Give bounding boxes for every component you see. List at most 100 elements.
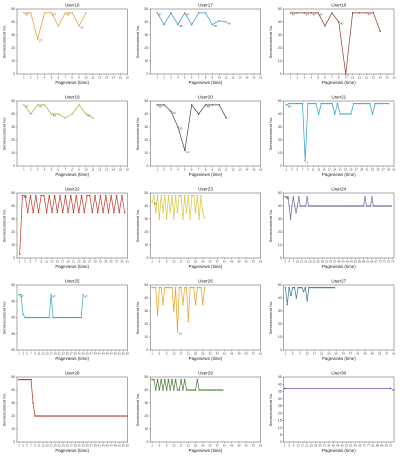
- data-point: [371, 113, 374, 115]
- data-point: [295, 211, 297, 214]
- x-tick-label: 16: [126, 168, 130, 172]
- x-tick-label: 13: [42, 352, 46, 356]
- data-point: [202, 389, 204, 391]
- data-point: [92, 415, 94, 417]
- y-tick-label: 10: [145, 427, 149, 431]
- x-tick-label: 45: [106, 444, 110, 448]
- data-point: [291, 205, 293, 207]
- data-point: [116, 415, 119, 417]
- y-axis-label: Servicecontent No.: [268, 393, 273, 427]
- data-label: 47: [312, 12, 316, 16]
- x-tick-label: 3: [37, 168, 39, 172]
- data-point: [322, 205, 325, 207]
- x-tick-label: 33: [371, 168, 375, 172]
- data-point: [83, 211, 86, 214]
- data-point: [74, 415, 76, 417]
- x-tick-label: 15: [119, 76, 123, 80]
- data-point: [333, 286, 336, 289]
- series-line: [19, 379, 128, 417]
- x-tick-label: 1: [151, 444, 153, 448]
- x-tick-label: 9: [166, 444, 168, 448]
- x-tick-label: 15: [252, 76, 256, 80]
- data-point: [331, 286, 334, 289]
- x-tick-label: 49: [237, 352, 241, 356]
- y-tick-label: 30: [11, 33, 15, 37]
- data-point: [198, 286, 200, 289]
- x-tick-label: 16: [392, 76, 396, 80]
- data-point: [302, 205, 304, 207]
- data-point: [194, 211, 197, 214]
- data-point: [187, 194, 190, 197]
- x-tick-label: 33: [342, 352, 346, 356]
- data-point: [96, 415, 98, 417]
- x-axis-label: Pageviews (time): [322, 80, 356, 85]
- x-tick-label: 7: [293, 260, 295, 264]
- data-point: [32, 316, 34, 319]
- data-point: [123, 211, 126, 214]
- y-tick-label: 30: [278, 33, 282, 37]
- data-point: [165, 389, 168, 391]
- x-tick-label: 27: [70, 352, 74, 356]
- x-tick-label: 58: [362, 260, 366, 264]
- x-tick-label: 35: [86, 444, 90, 448]
- x-tick-label: 41: [223, 352, 227, 356]
- data-point: [178, 194, 181, 197]
- x-tick-label: 10: [351, 76, 355, 80]
- data-point: [155, 286, 157, 289]
- data-point: [351, 205, 354, 207]
- x-tick-label: 7: [331, 76, 333, 80]
- y-tick-label: 50: [145, 191, 149, 195]
- x-axis-label: Pageviews (time): [322, 172, 356, 177]
- data-point: [385, 102, 387, 105]
- x-tick-label: 9: [293, 444, 295, 448]
- series-line: [151, 195, 205, 220]
- x-tick-label: 33: [104, 260, 108, 264]
- data-point: [38, 316, 40, 319]
- data-point: [310, 286, 312, 289]
- x-tick-label: 49: [237, 444, 241, 448]
- data-point: [26, 316, 28, 319]
- y-tick-label: 50: [278, 7, 282, 11]
- x-tick-label: 35: [86, 352, 90, 356]
- x-tick-label: 7: [64, 76, 66, 80]
- data-point: [20, 294, 22, 296]
- data-point: [170, 12, 172, 14]
- x-tick-label: 77: [367, 444, 371, 448]
- data-point: [187, 320, 190, 323]
- data-point: [189, 389, 191, 391]
- data-point: [34, 316, 36, 319]
- y-tick-label: 40: [145, 112, 149, 116]
- data-point: [214, 389, 217, 391]
- data-point: [120, 415, 123, 417]
- x-tick-label: 37: [323, 444, 327, 448]
- data-point: [360, 205, 362, 207]
- x-tick-label: 25: [83, 260, 87, 264]
- data-label: 30: [179, 127, 183, 131]
- x-axis-label: Pageviews (time): [189, 264, 223, 269]
- x-tick-label: 37: [115, 260, 119, 264]
- y-tick-label: 40: [11, 204, 15, 208]
- data-point: [82, 415, 84, 417]
- x-tick-label: 5: [292, 352, 294, 356]
- data-point: [56, 316, 58, 319]
- x-tick-label: 14: [112, 76, 116, 80]
- series-line: [156, 12, 227, 25]
- x-tick-label: 9: [166, 352, 168, 356]
- data-label: 47: [25, 12, 29, 16]
- x-tick-label: 21: [58, 444, 62, 448]
- x-tick-label: 11: [358, 76, 361, 80]
- data-label: 40: [53, 114, 57, 118]
- data-label: 48: [158, 104, 162, 108]
- x-tick-label: 3: [291, 168, 293, 172]
- data-point: [36, 316, 38, 319]
- x-tick-label: 17: [180, 260, 184, 264]
- x-tick-label: 51: [118, 444, 122, 448]
- x-tick-label: 17: [50, 352, 54, 356]
- data-label: 47: [39, 104, 43, 108]
- data-point: [290, 294, 292, 297]
- data-point: [177, 23, 179, 26]
- data-point: [320, 102, 323, 105]
- x-tick-label: 17: [313, 352, 317, 356]
- data-point: [115, 194, 118, 197]
